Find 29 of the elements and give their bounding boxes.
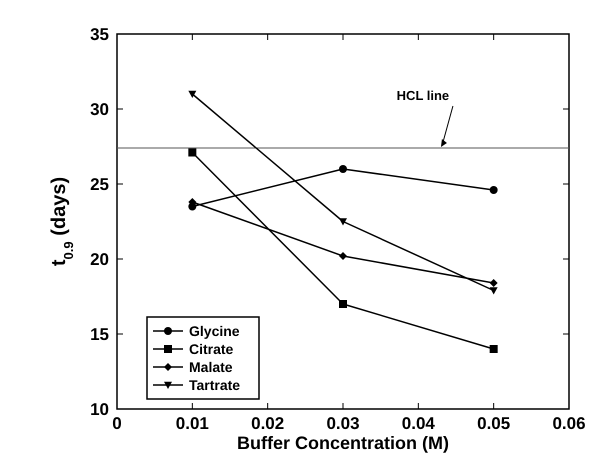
point	[339, 165, 347, 173]
legend-label: Malate	[189, 359, 233, 375]
x-tick-label: 0.04	[402, 414, 436, 433]
annotation: HCL line	[396, 88, 450, 103]
point	[490, 279, 498, 287]
point	[188, 90, 196, 98]
y-tick-label: 25	[90, 175, 109, 194]
y-tick-label: 35	[90, 25, 109, 44]
y-tick-label: 10	[90, 400, 109, 419]
y-tick-label: 20	[90, 250, 109, 269]
x-tick-label: 0.01	[176, 414, 209, 433]
legend-label: Tartrate	[189, 377, 240, 393]
point	[490, 287, 498, 294]
x-tick-label: 0	[112, 414, 122, 433]
point	[490, 345, 498, 353]
legend-label: Citrate	[189, 341, 234, 357]
point	[490, 186, 498, 194]
point	[339, 218, 347, 226]
x-tick-label: 0.05	[477, 414, 510, 433]
y-tick-label: 15	[90, 325, 109, 344]
y-tick-label: 30	[90, 100, 109, 119]
x-tick-label: 0.02	[251, 414, 284, 433]
x-tick-label: 0.03	[326, 414, 360, 433]
legend-label: Glycine	[189, 323, 240, 339]
point	[188, 148, 196, 156]
x-tick-label: 0.06	[552, 414, 586, 433]
point	[339, 300, 347, 308]
point	[339, 252, 347, 260]
x-axis-title: Buffer Concentration (M)	[237, 433, 449, 453]
